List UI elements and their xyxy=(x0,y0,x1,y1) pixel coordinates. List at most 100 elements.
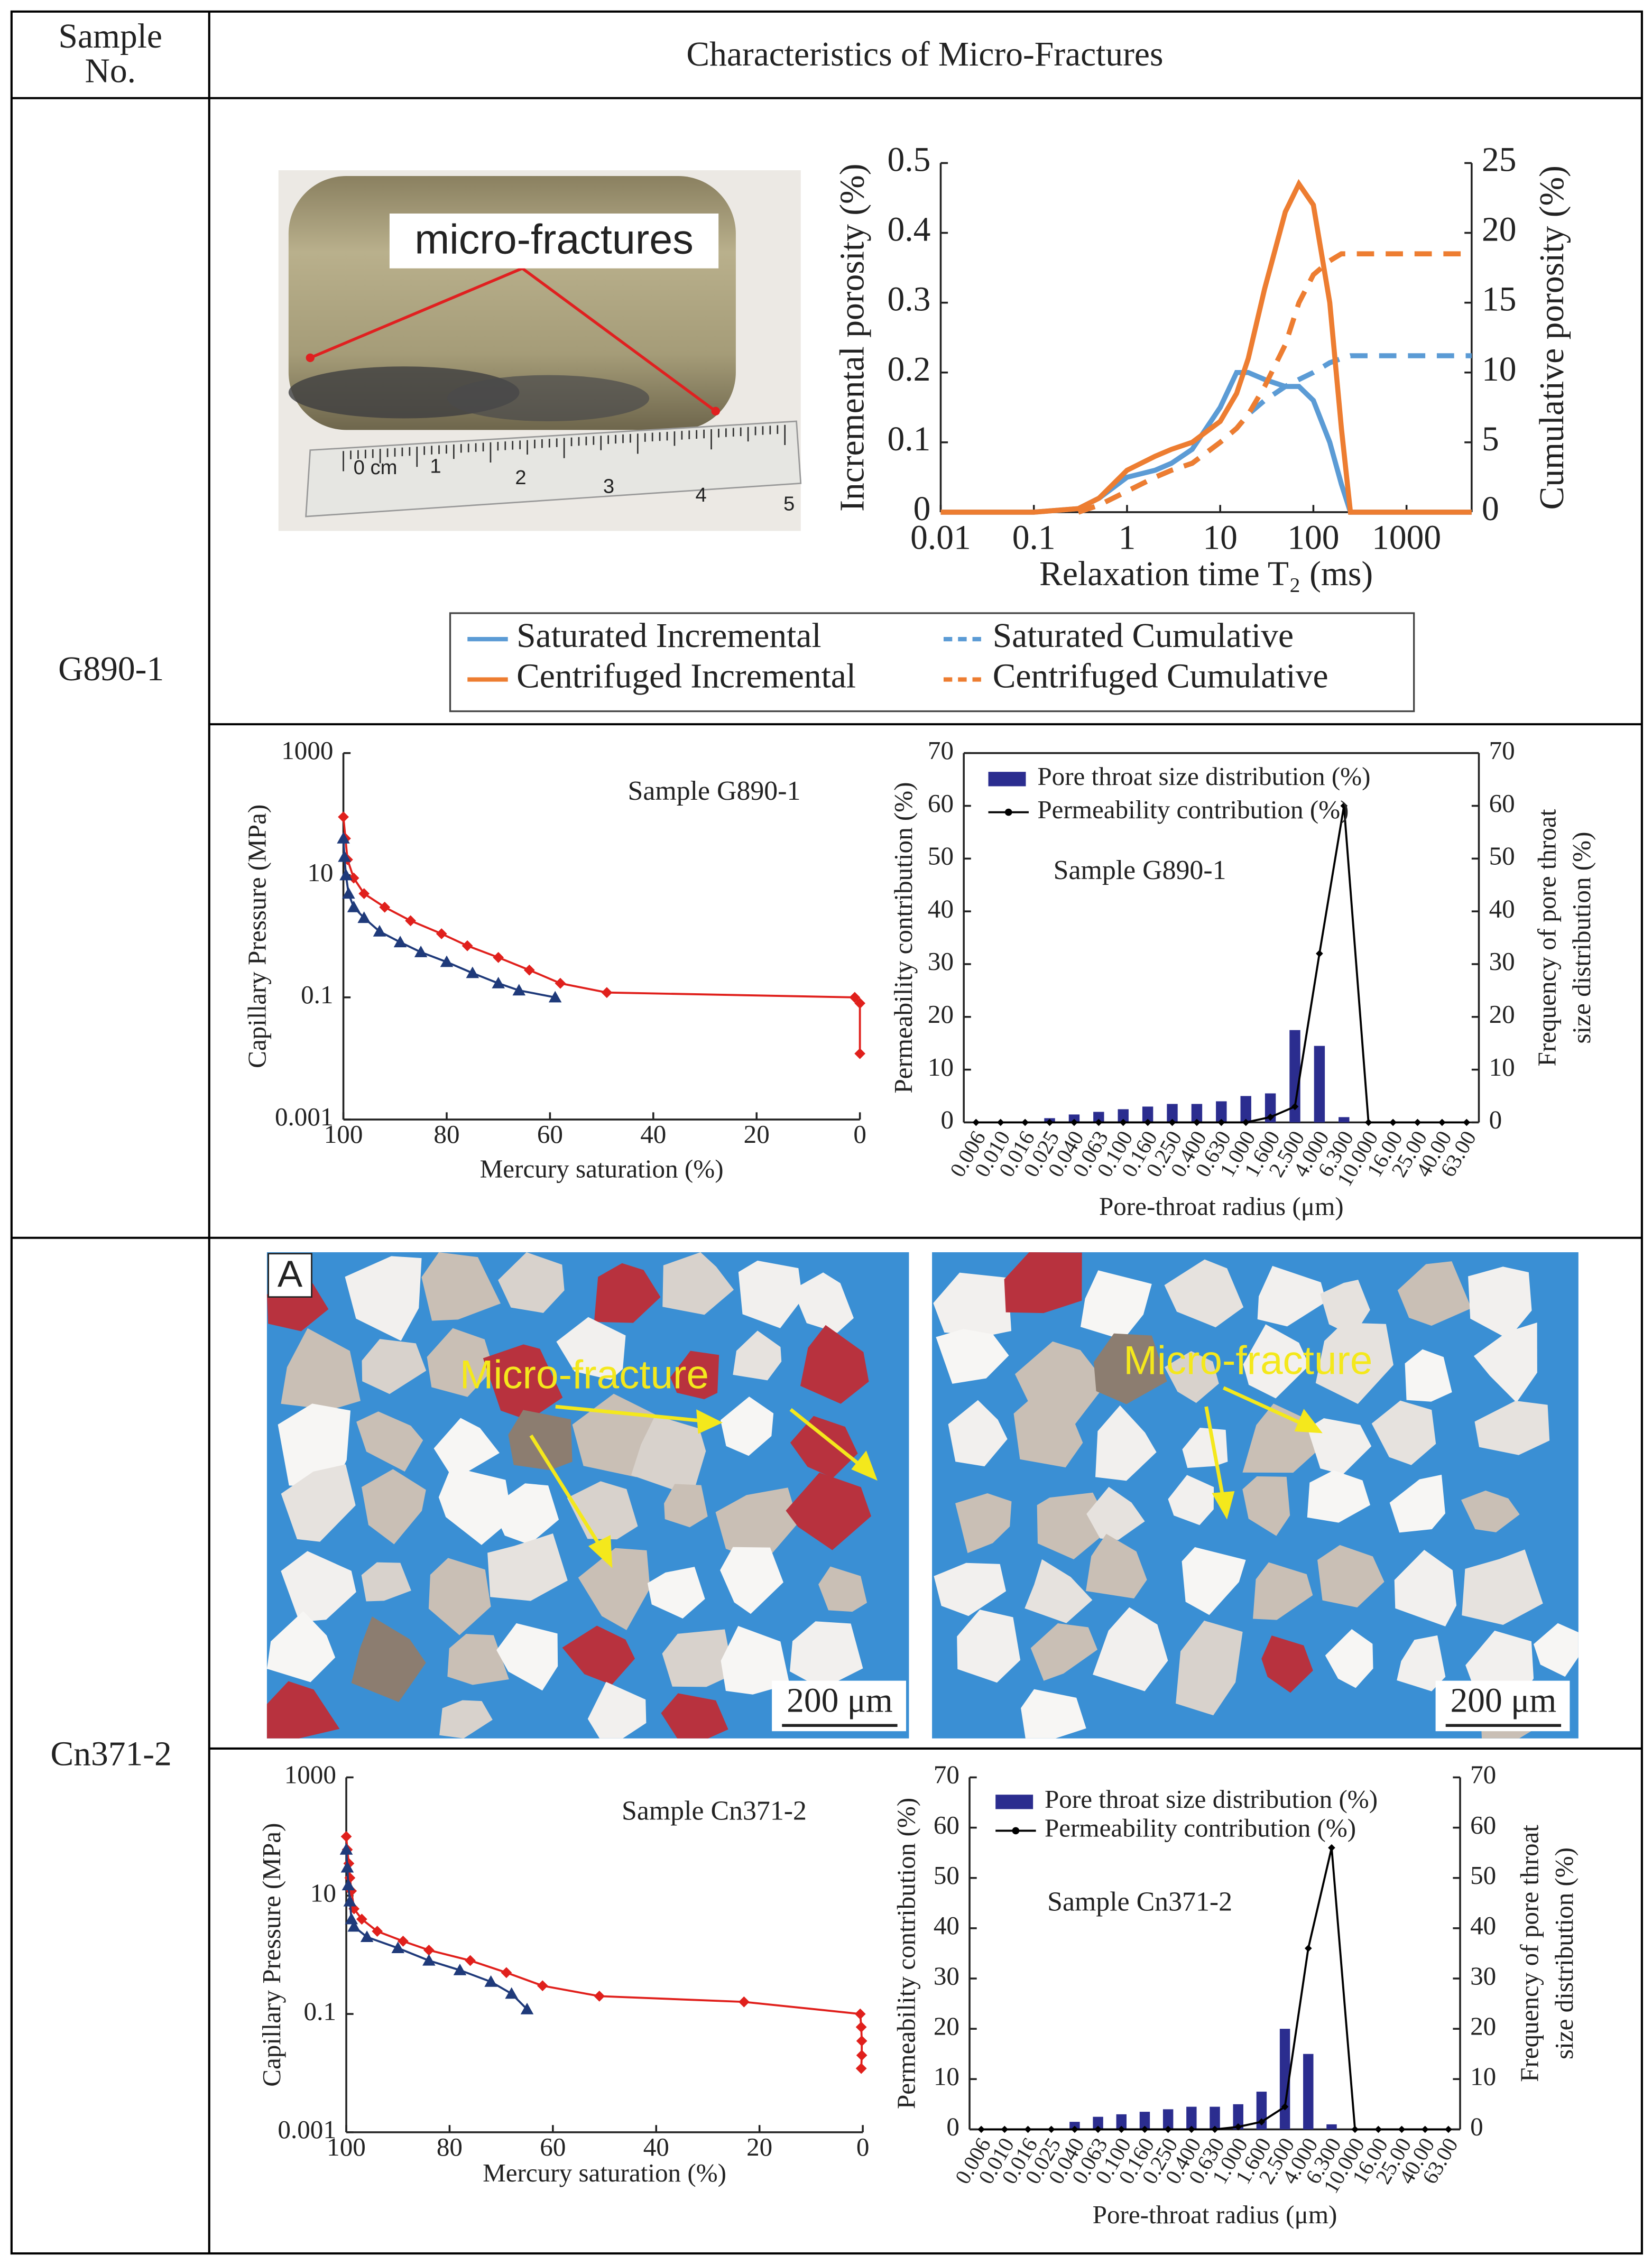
y2-tick-label: 30 xyxy=(1470,1961,1496,1990)
arrow-head xyxy=(588,1535,613,1568)
legend-label: Pore throat size distribution (%) xyxy=(1037,762,1370,791)
annotation: Sample G890-1 xyxy=(628,776,801,806)
ruler-label: 1 xyxy=(430,455,441,477)
y2-axis-label: Frequency of pore throat xyxy=(1515,1825,1544,2082)
x-axis-label: Pore-throat radius (μm) xyxy=(1099,1191,1344,1221)
grain xyxy=(792,1272,854,1333)
y2-tick-label: 20 xyxy=(1482,211,1517,249)
y-tick-label: 0 xyxy=(946,2112,959,2141)
marker xyxy=(453,1963,467,1975)
marker xyxy=(1217,1118,1225,1126)
y2-axis-label: size distribution (%) xyxy=(1549,1847,1579,2059)
grain xyxy=(428,1558,491,1635)
marker xyxy=(1047,2125,1055,2133)
grain xyxy=(670,1351,719,1400)
grain xyxy=(1461,1490,1520,1532)
y-tick-label: 40 xyxy=(934,1911,959,1940)
series-line xyxy=(940,179,1472,515)
legend-label: Centrifuged Incremental xyxy=(516,658,856,696)
bar xyxy=(1186,2106,1197,2130)
sample-label: G890-1 xyxy=(58,650,164,688)
bar xyxy=(1069,2122,1080,2130)
marker xyxy=(356,1913,367,1925)
ruler xyxy=(305,420,802,517)
marker xyxy=(1211,2125,1219,2133)
x-axis-label: Mercury saturation (%) xyxy=(480,1154,724,1183)
marker xyxy=(379,901,391,913)
x-tick-label: 100 xyxy=(1287,519,1339,557)
marker xyxy=(537,1980,548,1992)
marker xyxy=(1234,2123,1242,2131)
x-tick-label: 10 xyxy=(1203,519,1238,557)
marker xyxy=(1374,2125,1382,2133)
grain xyxy=(1394,1550,1457,1626)
marker xyxy=(1024,2125,1032,2133)
y-tick-label: 20 xyxy=(934,2011,959,2040)
grain xyxy=(721,1626,790,1695)
photo-label: Micro-fracture xyxy=(1123,1338,1372,1383)
grain xyxy=(1164,1259,1244,1328)
x-tick-label: 0 xyxy=(856,2132,870,2161)
chart: 0102030405060700102030405060700.0060.010… xyxy=(889,736,1596,1221)
arrow xyxy=(789,1408,864,1469)
arrow xyxy=(555,1404,705,1423)
marker xyxy=(436,928,447,939)
grain xyxy=(662,1629,734,1687)
grain xyxy=(278,1403,351,1488)
y2-tick-label: 30 xyxy=(1489,947,1515,976)
thin-section-photo xyxy=(266,1252,909,1739)
x-tick-label: 0.1 xyxy=(1012,519,1056,557)
y-tick-label: 10 xyxy=(934,2062,959,2091)
y-tick-label: 50 xyxy=(928,842,954,871)
marker xyxy=(1001,2125,1009,2133)
bar xyxy=(1116,2114,1127,2130)
marker xyxy=(1141,2125,1149,2133)
grain xyxy=(1307,1470,1370,1523)
y2-tick-label: 0 xyxy=(1489,1105,1502,1134)
y-tick-label: 0.2 xyxy=(887,350,930,389)
marker xyxy=(1389,1118,1397,1126)
marker xyxy=(393,936,407,948)
chart: 0102030405060700102030405060700.0060.010… xyxy=(892,1760,1579,2229)
marker xyxy=(1046,1118,1054,1126)
grain xyxy=(1021,1689,1086,1739)
grain xyxy=(361,1562,411,1602)
arrow xyxy=(1204,1406,1225,1501)
marker xyxy=(338,850,351,862)
y2-tick-label: 60 xyxy=(1470,1810,1496,1839)
marker xyxy=(342,887,355,899)
chart: 0.001 0.1 10 1000 100 80 60 40 20 0 Mercury satura… xyxy=(243,736,866,1183)
grain xyxy=(790,1621,863,1689)
bar xyxy=(1339,1117,1350,1123)
grain xyxy=(362,1469,426,1545)
marker xyxy=(347,1920,361,1932)
y2-tick-label: 40 xyxy=(1470,1911,1496,1940)
bar xyxy=(1142,1106,1153,1123)
grain xyxy=(948,1400,1008,1467)
grain xyxy=(1086,1486,1145,1540)
y2-tick-label: 70 xyxy=(1470,1760,1496,1789)
bar xyxy=(1233,2104,1243,2130)
marker xyxy=(1188,2125,1195,2133)
marker xyxy=(357,911,371,923)
y-tick-label: 0.5 xyxy=(887,141,930,179)
thin-section-photo xyxy=(932,1252,1579,1739)
y-tick-label: 70 xyxy=(934,1760,959,1789)
y-tick-label: 10 xyxy=(307,858,333,887)
x-tick-label: 80 xyxy=(437,2132,463,2161)
y2-tick-label: 70 xyxy=(1489,736,1515,765)
grain xyxy=(421,1252,501,1321)
marker xyxy=(342,1879,355,1891)
pointer-dot xyxy=(306,353,315,363)
grain xyxy=(933,1272,1012,1336)
grain xyxy=(1257,1265,1326,1327)
legend-label: Permeability contribution (%) xyxy=(1045,1814,1356,1843)
marker xyxy=(1021,1118,1029,1126)
grain xyxy=(934,1563,1007,1616)
grain xyxy=(1261,1635,1313,1693)
y2-tick-label: 0 xyxy=(1482,490,1499,528)
core-mark xyxy=(447,375,650,421)
label-box xyxy=(389,213,719,269)
legend-swatch xyxy=(988,772,1026,787)
